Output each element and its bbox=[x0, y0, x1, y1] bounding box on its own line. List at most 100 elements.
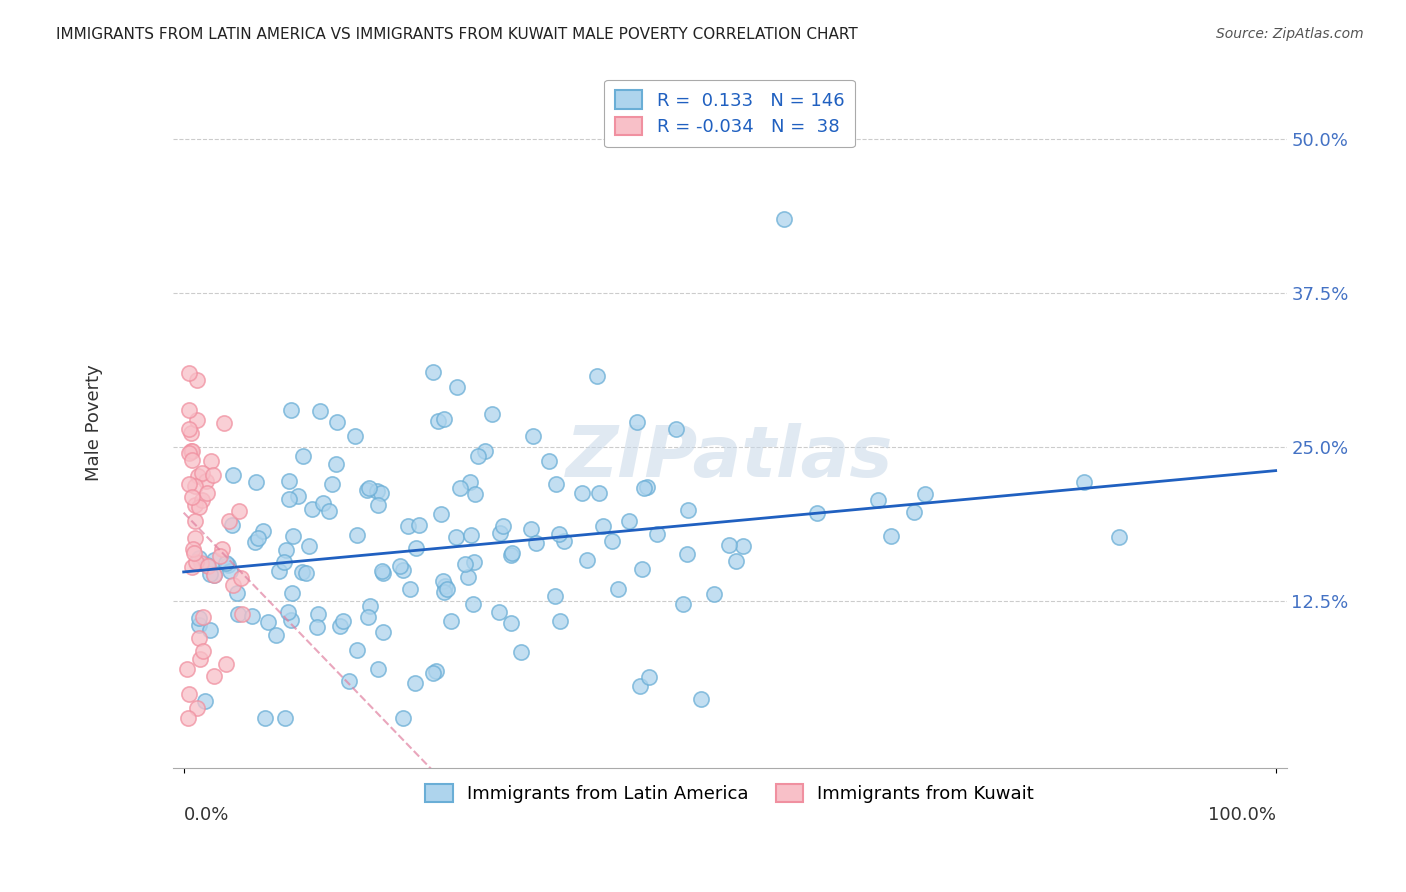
Immigrants from Latin America bbox=[246, 531, 269, 545]
Immigrants from Kuwait bbox=[202, 568, 225, 582]
Immigrants from Kuwait bbox=[183, 514, 205, 528]
Immigrants from Latin America bbox=[325, 457, 347, 471]
Immigrants from Latin America bbox=[460, 528, 482, 542]
Immigrants from Latin America bbox=[240, 608, 263, 623]
Immigrants from Latin America bbox=[367, 498, 389, 512]
Immigrants from Latin America bbox=[571, 486, 593, 500]
Immigrants from Kuwait bbox=[195, 474, 218, 488]
Immigrants from Latin America bbox=[690, 692, 713, 706]
Immigrants from Latin America bbox=[388, 558, 411, 573]
Immigrants from Latin America bbox=[665, 422, 688, 436]
Immigrants from Latin America bbox=[321, 477, 343, 491]
Immigrants from Latin America bbox=[617, 514, 640, 528]
Immigrants from Latin America bbox=[398, 582, 420, 597]
Immigrants from Latin America bbox=[318, 504, 340, 518]
Immigrants from Latin America bbox=[773, 212, 796, 227]
Immigrants from Latin America bbox=[217, 558, 239, 573]
Immigrants from Latin America bbox=[346, 528, 368, 542]
Immigrants from Kuwait bbox=[190, 492, 212, 507]
Immigrants from Latin America bbox=[463, 597, 485, 611]
Immigrants from Kuwait bbox=[191, 610, 214, 624]
Immigrants from Latin America bbox=[501, 548, 523, 562]
Immigrants from Latin America bbox=[880, 529, 903, 543]
Immigrants from Latin America bbox=[724, 554, 747, 568]
Immigrants from Latin America bbox=[501, 546, 523, 560]
Immigrants from Latin America bbox=[449, 481, 471, 495]
Immigrants from Latin America bbox=[1073, 475, 1095, 489]
Immigrants from Latin America bbox=[298, 539, 321, 553]
Immigrants from Latin America bbox=[675, 547, 697, 561]
Immigrants from Latin America bbox=[548, 614, 571, 628]
Immigrants from Latin America bbox=[245, 475, 267, 489]
Immigrants from Latin America bbox=[337, 673, 360, 688]
Immigrants from Latin America bbox=[291, 565, 314, 579]
Immigrants from Kuwait bbox=[195, 486, 218, 500]
Immigrants from Latin America bbox=[367, 662, 389, 676]
Immigrants from Kuwait bbox=[179, 403, 201, 417]
Immigrants from Latin America bbox=[433, 584, 456, 599]
Immigrants from Latin America bbox=[326, 415, 349, 429]
Immigrants from Latin America bbox=[371, 625, 394, 640]
Immigrants from Latin America bbox=[637, 670, 659, 684]
Immigrants from Latin America bbox=[187, 551, 209, 566]
Immigrants from Latin America bbox=[672, 597, 695, 611]
Immigrants from Latin America bbox=[243, 535, 266, 549]
Immigrants from Latin America bbox=[404, 676, 426, 690]
Immigrants from Latin America bbox=[198, 623, 221, 637]
Immigrants from Latin America bbox=[291, 450, 314, 464]
Immigrants from Kuwait bbox=[179, 477, 201, 491]
Immigrants from Kuwait bbox=[176, 662, 198, 676]
Immigrants from Latin America bbox=[346, 643, 368, 657]
Immigrants from Kuwait bbox=[202, 669, 225, 683]
Immigrants from Latin America bbox=[307, 607, 329, 622]
Immigrants from Kuwait bbox=[188, 632, 211, 646]
Immigrants from Latin America bbox=[359, 599, 381, 614]
Immigrants from Latin America bbox=[301, 502, 323, 516]
Immigrants from Latin America bbox=[467, 449, 489, 463]
Immigrants from Latin America bbox=[356, 483, 378, 497]
Immigrants from Latin America bbox=[305, 620, 328, 634]
Immigrants from Latin America bbox=[214, 556, 236, 570]
Immigrants from Latin America bbox=[432, 574, 454, 588]
Immigrants from Latin America bbox=[371, 564, 394, 578]
Text: ZIPatlas: ZIPatlas bbox=[567, 423, 893, 491]
Immigrants from Latin America bbox=[426, 414, 449, 428]
Legend: Immigrants from Latin America, Immigrants from Kuwait: Immigrants from Latin America, Immigrant… bbox=[415, 772, 1045, 814]
Text: Source: ZipAtlas.com: Source: ZipAtlas.com bbox=[1216, 27, 1364, 41]
Immigrants from Kuwait bbox=[179, 422, 201, 436]
Immigrants from Latin America bbox=[226, 607, 249, 621]
Immigrants from Latin America bbox=[457, 570, 479, 584]
Immigrants from Kuwait bbox=[180, 425, 202, 440]
Immigrants from Latin America bbox=[903, 505, 925, 519]
Immigrants from Kuwait bbox=[193, 644, 215, 658]
Immigrants from Latin America bbox=[277, 475, 299, 489]
Immigrants from Kuwait bbox=[218, 514, 240, 528]
Immigrants from Latin America bbox=[538, 453, 561, 467]
Immigrants from Latin America bbox=[281, 586, 304, 600]
Immigrants from Latin America bbox=[391, 563, 413, 577]
Immigrants from Latin America bbox=[731, 539, 754, 553]
Immigrants from Kuwait bbox=[197, 559, 219, 574]
Immigrants from Latin America bbox=[914, 486, 936, 500]
Immigrants from Latin America bbox=[359, 482, 381, 496]
Immigrants from Latin America bbox=[510, 645, 533, 659]
Immigrants from Latin America bbox=[600, 533, 623, 548]
Immigrants from Latin America bbox=[194, 694, 217, 708]
Immigrants from Latin America bbox=[222, 467, 245, 482]
Immigrants from Latin America bbox=[463, 555, 485, 569]
Immigrants from Latin America bbox=[281, 529, 304, 543]
Immigrants from Latin America bbox=[433, 579, 456, 593]
Immigrants from Kuwait bbox=[179, 687, 201, 701]
Immigrants from Latin America bbox=[257, 615, 280, 629]
Immigrants from Latin America bbox=[254, 711, 277, 725]
Immigrants from Latin America bbox=[553, 534, 575, 549]
Immigrants from Kuwait bbox=[211, 542, 233, 557]
Immigrants from Latin America bbox=[433, 412, 456, 426]
Immigrants from Latin America bbox=[607, 582, 630, 596]
Immigrants from Kuwait bbox=[186, 701, 208, 715]
Text: 100.0%: 100.0% bbox=[1208, 805, 1275, 823]
Immigrants from Latin America bbox=[576, 552, 599, 566]
Immigrants from Latin America bbox=[454, 557, 477, 571]
Immigrants from Latin America bbox=[252, 524, 274, 538]
Immigrants from Latin America bbox=[1108, 531, 1130, 545]
